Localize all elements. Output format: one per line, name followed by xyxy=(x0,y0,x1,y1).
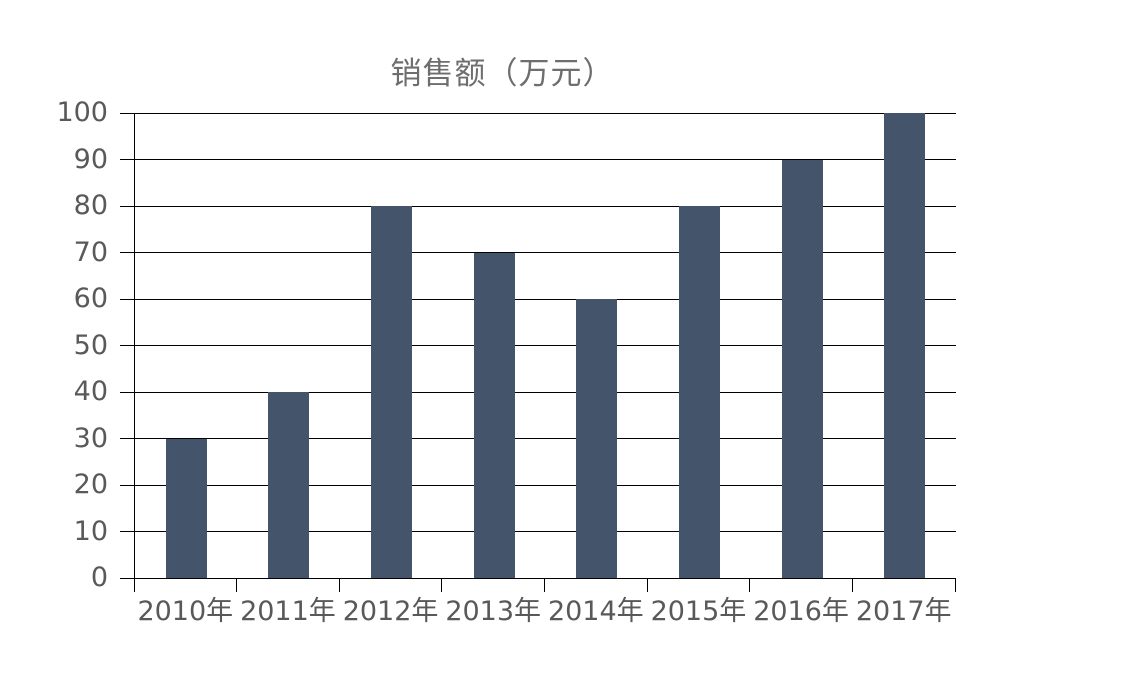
y-axis-label: 90 xyxy=(73,143,108,175)
y-axis-tick xyxy=(120,531,134,532)
x-axis-tick xyxy=(749,578,751,592)
gridline xyxy=(135,531,956,532)
bar xyxy=(781,159,823,578)
gridline xyxy=(135,159,956,160)
bar xyxy=(268,392,310,578)
gridline xyxy=(135,391,956,393)
gridline xyxy=(135,345,956,346)
x-axis-tick xyxy=(338,578,340,592)
y-axis-tick xyxy=(120,205,134,207)
x-axis-label: 2013年 xyxy=(445,596,542,627)
x-axis-tick xyxy=(544,578,545,592)
y-axis-label: 40 xyxy=(73,376,108,407)
x-axis-label: 2016年 xyxy=(753,596,849,627)
gridline xyxy=(135,252,956,253)
gridline xyxy=(135,484,956,486)
y-axis-label: 60 xyxy=(73,283,108,314)
bar xyxy=(473,252,515,578)
gridline xyxy=(135,205,956,207)
y-axis-tick xyxy=(120,484,134,486)
bar xyxy=(576,299,618,578)
y-axis-label: 0 xyxy=(90,562,108,593)
y-axis-tick xyxy=(120,438,134,439)
gridline xyxy=(135,298,956,300)
y-axis-label: 20 xyxy=(73,469,108,500)
x-axis-tick xyxy=(851,578,853,592)
x-axis-label: 2014年 xyxy=(547,596,644,627)
y-axis-tick xyxy=(120,298,134,300)
bar xyxy=(884,113,926,578)
x-axis-tick xyxy=(133,578,135,592)
y-axis-tick xyxy=(120,159,134,160)
gridline xyxy=(135,112,956,114)
chart-title: 销售额（万元） xyxy=(390,56,615,92)
x-axis-label: 2012年 xyxy=(342,596,439,627)
x-axis-label: 2010年 xyxy=(137,596,234,627)
plot-area xyxy=(134,112,956,579)
bar xyxy=(678,206,720,578)
bar xyxy=(371,206,413,578)
bar xyxy=(165,438,207,578)
x-axis-label: 2015年 xyxy=(650,596,747,627)
x-axis-label: 2011年 xyxy=(240,596,336,627)
y-axis-label: 80 xyxy=(73,190,108,221)
gridline xyxy=(135,438,956,439)
y-axis-tick xyxy=(120,577,134,579)
y-axis-label: 70 xyxy=(73,236,108,268)
y-axis-tick xyxy=(120,345,134,346)
x-axis-tick xyxy=(441,578,443,592)
y-axis-tick xyxy=(120,391,134,393)
x-axis-tick xyxy=(954,578,956,592)
x-axis-tick xyxy=(236,578,238,592)
y-axis-label: 50 xyxy=(73,329,108,361)
x-axis-label: 2017年 xyxy=(855,596,952,627)
y-axis-tick xyxy=(120,252,134,253)
y-axis-label: 30 xyxy=(73,422,108,454)
x-axis-tick xyxy=(646,578,648,592)
y-axis-tick xyxy=(120,112,134,114)
y-axis-label: 10 xyxy=(73,515,108,547)
y-axis-label: 100 xyxy=(56,97,108,128)
